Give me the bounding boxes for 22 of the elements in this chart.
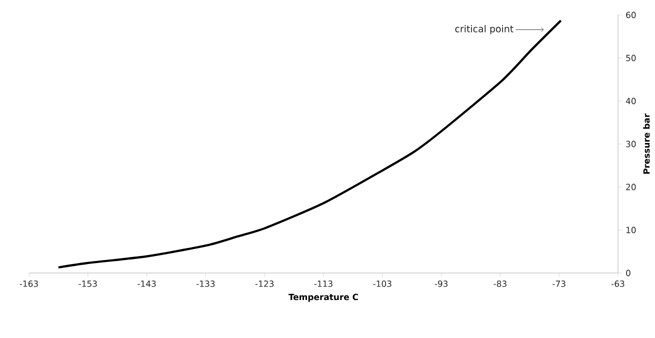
x-tick-label: -143 xyxy=(138,280,156,287)
x-tick-label: -163 xyxy=(20,280,38,287)
y-tick-label: 0 xyxy=(626,270,630,276)
x-tick-label: -153 xyxy=(78,280,97,287)
x-tick-label: -83 xyxy=(494,280,506,287)
y-tick-label: 60 xyxy=(626,12,636,18)
annotation: critical point xyxy=(455,25,514,34)
x-tick-label: -73 xyxy=(552,280,566,287)
x-tick-label: -133 xyxy=(196,280,215,287)
y-tick-label: 10 xyxy=(626,226,636,234)
x-tick-label: -123 xyxy=(255,280,274,287)
x-tick-label: -63 xyxy=(611,280,624,287)
y-tick-label: 50 xyxy=(626,54,636,62)
x-tick-label: -103 xyxy=(373,280,392,287)
y-axis-title: Pressure bar xyxy=(643,114,650,174)
x-tick-label: -113 xyxy=(314,280,332,287)
x-tick-label: -93 xyxy=(434,280,448,287)
x-axis-title: Temperature C xyxy=(288,294,358,302)
line-series xyxy=(57,19,562,269)
y-tick-label: 20 xyxy=(626,184,636,190)
y-tick-label: 40 xyxy=(626,98,636,104)
y-tick-label: 30 xyxy=(626,140,636,148)
